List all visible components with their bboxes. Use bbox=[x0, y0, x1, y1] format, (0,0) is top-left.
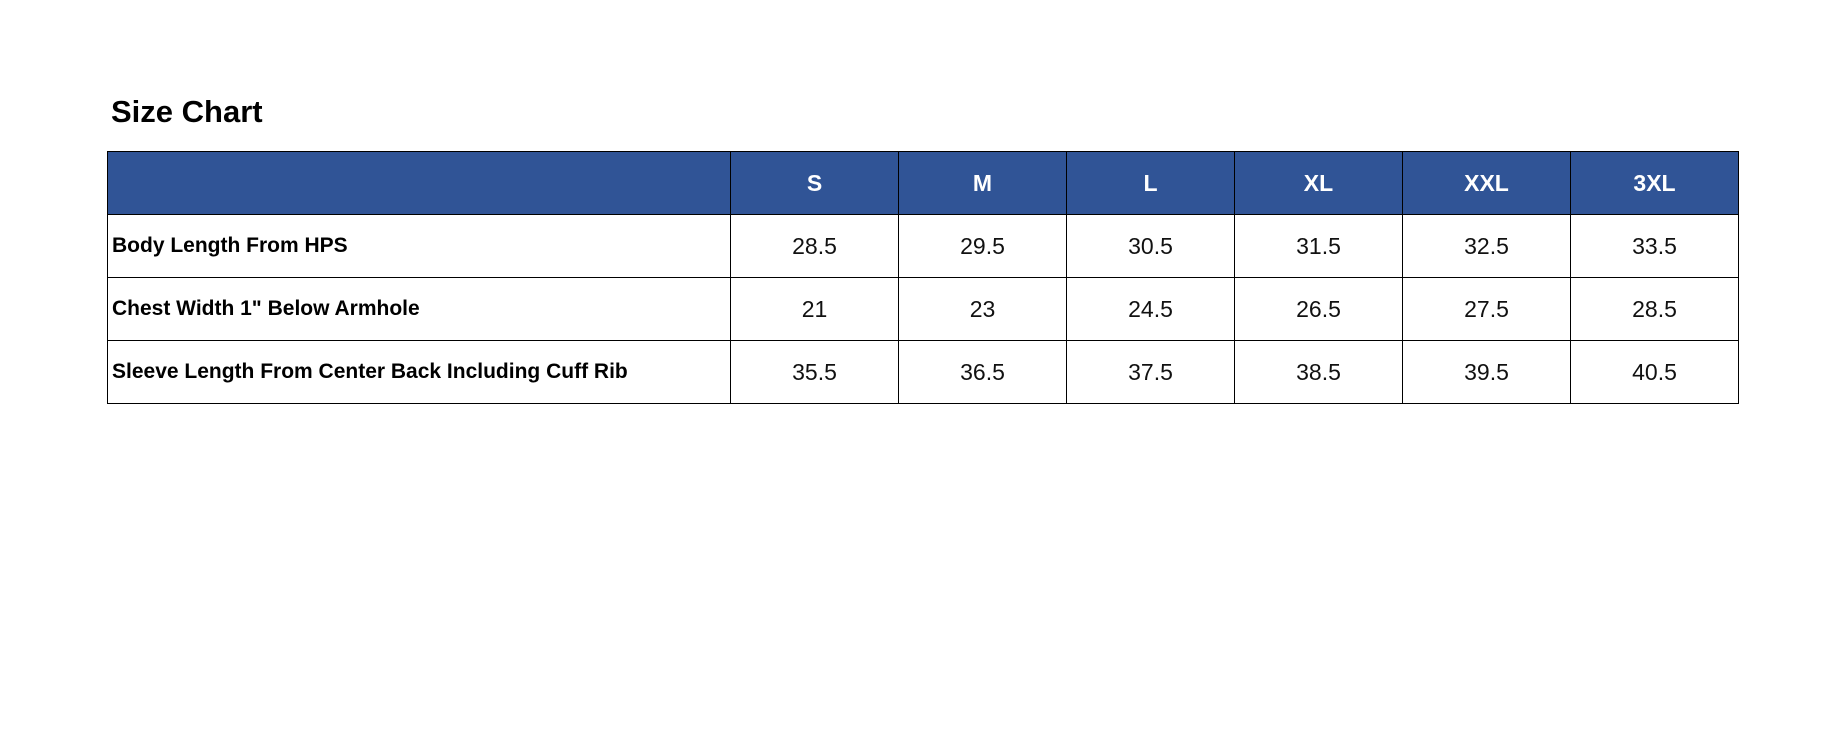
cell-value: 36.5 bbox=[898, 340, 1067, 404]
size-table: S M L XL XXL 3XL Body Length From HPS 28.5 29.5… bbox=[107, 151, 1739, 404]
table-body: Body Length From HPS 28.5 29.5 30.5 31.5 32.5… bbox=[107, 214, 1739, 404]
column-header: XXL bbox=[1402, 151, 1571, 215]
cell-value: 37.5 bbox=[1066, 340, 1235, 404]
table-row: Body Length From HPS 28.5 29.5 30.5 31.5 32.5… bbox=[107, 214, 1739, 278]
column-header: XL bbox=[1234, 151, 1403, 215]
header-corner bbox=[107, 151, 731, 215]
cell-value: 29.5 bbox=[898, 214, 1067, 278]
column-header: M bbox=[898, 151, 1067, 215]
cell-value: 27.5 bbox=[1402, 277, 1571, 341]
cell-value: 33.5 bbox=[1570, 214, 1739, 278]
cell-value: 40.5 bbox=[1570, 340, 1739, 404]
cell-value: 30.5 bbox=[1066, 214, 1235, 278]
cell-value: 28.5 bbox=[730, 214, 899, 278]
row-label: Sleeve Length From Center Back Including… bbox=[107, 340, 731, 404]
column-header: S bbox=[730, 151, 899, 215]
cell-value: 21 bbox=[730, 277, 899, 341]
cell-value: 23 bbox=[898, 277, 1067, 341]
header-row: S M L XL XXL 3XL bbox=[107, 151, 1739, 215]
cell-value: 26.5 bbox=[1234, 277, 1403, 341]
table-row: Sleeve Length From Center Back Including… bbox=[107, 340, 1739, 404]
cell-value: 39.5 bbox=[1402, 340, 1571, 404]
cell-value: 31.5 bbox=[1234, 214, 1403, 278]
cell-value: 38.5 bbox=[1234, 340, 1403, 404]
cell-value: 28.5 bbox=[1570, 277, 1739, 341]
row-label: Body Length From HPS bbox=[107, 214, 731, 278]
column-header: L bbox=[1066, 151, 1235, 215]
table-row: Chest Width 1" Below Armhole 21 23 24.5 26.5… bbox=[107, 277, 1739, 341]
column-header: 3XL bbox=[1570, 151, 1739, 215]
cell-value: 24.5 bbox=[1066, 277, 1235, 341]
title: Size Chart bbox=[111, 94, 263, 129]
cell-value: 32.5 bbox=[1402, 214, 1571, 278]
row-label: Chest Width 1" Below Armhole bbox=[107, 277, 731, 341]
cell-value: 35.5 bbox=[730, 340, 899, 404]
